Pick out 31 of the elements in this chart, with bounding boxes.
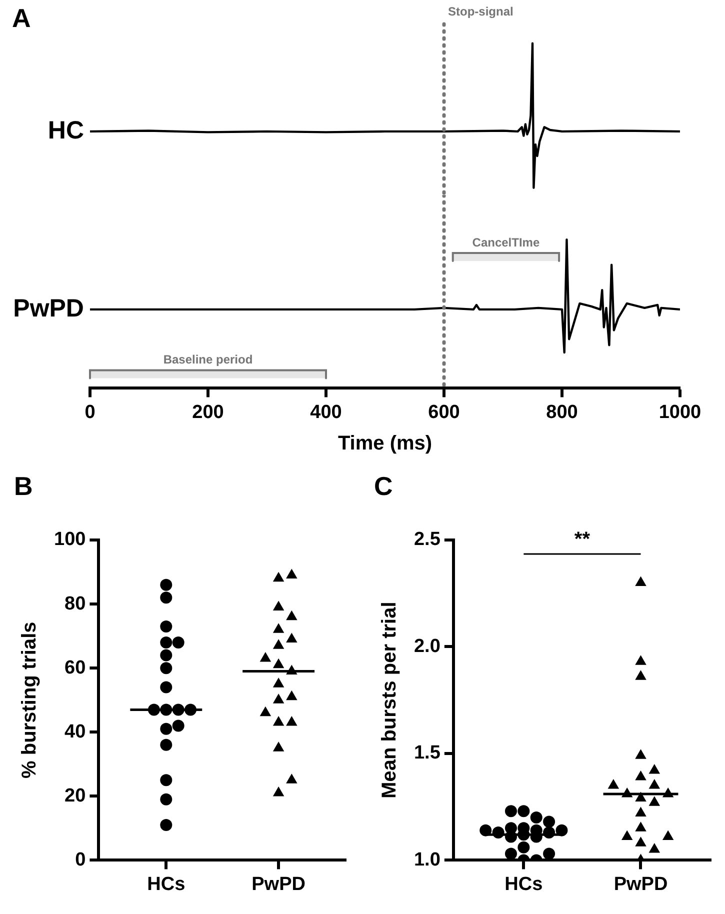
y-tick-label: 2.5 [414,529,441,550]
ref-line-label: Stop-signal [448,4,514,18]
band-label: CancelTIme [472,235,540,250]
x-tick-label: HCs [504,874,543,895]
y-tick-label: 1.5 [414,742,441,764]
x-tick-label: PwPD [252,874,306,895]
annotation: ** [574,528,590,551]
y-tick-label: 80 [64,593,86,614]
x-tick-label: 800 [546,402,578,423]
x-axis-title: Time (ms) [338,432,432,455]
x-tick-label: 600 [428,402,460,423]
x-tick-label: 1000 [658,402,702,423]
y-tick-label: 40 [64,721,86,742]
chart-title: A [12,3,31,34]
y-tick-label: 60 [64,657,86,678]
series-label: HC [48,116,84,144]
x-tick-label: 200 [192,402,224,423]
y-tick-label: 20 [64,785,86,806]
y-axis-title: % bursting trials [18,622,41,778]
x-tick-label: 400 [310,402,342,423]
band-label: Baseline period [163,352,253,367]
y-tick-label: 1.0 [414,849,440,870]
y-tick-label: 2.0 [414,636,440,657]
y-axis-title: Mean bursts per trial [378,602,401,798]
y-tick-label: 100 [54,529,86,550]
series-label: PwPD [13,294,84,322]
chart-title: B [14,471,33,502]
x-tick-label: PwPD [614,874,668,895]
y-tick-label: 0 [75,849,86,870]
chart-title: C [374,471,393,502]
x-tick-label: HCs [147,874,186,895]
